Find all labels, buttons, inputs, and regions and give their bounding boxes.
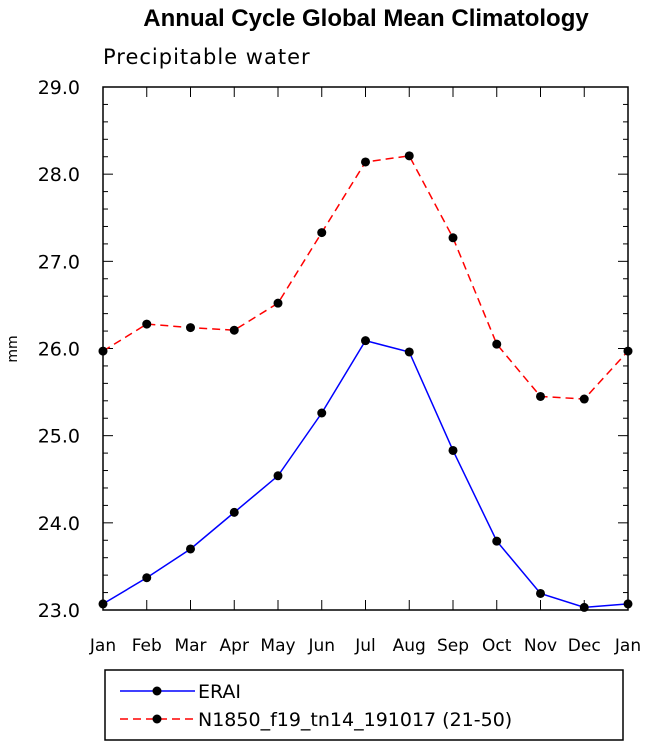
data-point-series-0 bbox=[448, 445, 458, 455]
chart-title: Annual Cycle Global Mean Climatology bbox=[143, 5, 589, 32]
series-line-0 bbox=[102, 339, 629, 609]
data-point-series-1 bbox=[536, 391, 545, 401]
data-point-series-1 bbox=[142, 319, 152, 329]
y-axis-label: mm bbox=[5, 335, 21, 362]
x-tick-label: Aug bbox=[393, 636, 426, 656]
data-point-series-0 bbox=[536, 588, 545, 598]
legend-label-erai: ERAI bbox=[198, 681, 241, 703]
legend-marker-erai bbox=[152, 686, 162, 696]
x-tick-label: Nov bbox=[524, 636, 557, 656]
x-tick-label: Jul bbox=[354, 636, 376, 656]
data-point-series-1 bbox=[492, 339, 502, 349]
y-tick-label: 24.0 bbox=[38, 513, 80, 535]
series-layer bbox=[98, 151, 633, 612]
y-tick-label: 26.0 bbox=[38, 339, 80, 361]
x-tick-labels: Jan Feb Mar Apr May Jun Jul Aug Sep Oct Nov Dec Jan bbox=[89, 636, 641, 656]
data-point-series-0 bbox=[186, 544, 195, 554]
y-tick-labels: 23.0 24.0 25.0 26.0 27.0 28.0 29.0 bbox=[38, 77, 80, 622]
plot-frame bbox=[102, 86, 629, 611]
data-point-series-0 bbox=[404, 347, 414, 357]
data-point-series-1 bbox=[229, 325, 239, 335]
data-point-series-1 bbox=[273, 298, 283, 308]
minor-ticks bbox=[103, 103, 628, 594]
data-point-series-1 bbox=[579, 394, 589, 404]
legend: ERAI N1850_f19_tn14_191017 (21-50) bbox=[104, 669, 624, 741]
legend-box bbox=[104, 669, 624, 741]
x-tick-label: Oct bbox=[482, 636, 512, 656]
chart-subtitle: Precipitable water bbox=[103, 45, 311, 69]
legend-label-n1850: N1850_f19_tn14_191017 (21-50) bbox=[198, 709, 512, 731]
y-tick-label: 28.0 bbox=[38, 164, 80, 186]
data-point-series-0 bbox=[317, 408, 327, 418]
x-tick-label: Apr bbox=[220, 636, 249, 656]
y-tick-label: 27.0 bbox=[38, 251, 80, 273]
series-line-1 bbox=[102, 155, 629, 400]
data-point-series-1 bbox=[317, 228, 327, 238]
data-point-series-1 bbox=[448, 233, 458, 243]
legend-marker-n1850 bbox=[152, 714, 162, 724]
x-tick-label: Feb bbox=[132, 636, 162, 656]
y-tick-label: 25.0 bbox=[38, 426, 80, 448]
x-tick-label: Mar bbox=[174, 636, 206, 656]
x-tick-label: Jan bbox=[89, 636, 116, 656]
x-tick-label: Dec bbox=[568, 636, 601, 656]
data-point-series-0 bbox=[142, 573, 152, 583]
y-tick-label: 23.0 bbox=[38, 600, 80, 622]
data-point-series-1 bbox=[404, 151, 414, 161]
data-point-series-0 bbox=[492, 536, 502, 546]
x-tick-label: Sep bbox=[437, 636, 469, 656]
data-point-series-1 bbox=[186, 323, 195, 333]
data-point-series-0 bbox=[229, 507, 239, 517]
y-tick-label: 29.0 bbox=[38, 77, 80, 99]
data-point-series-0 bbox=[361, 336, 370, 346]
x-tick-label: May bbox=[260, 636, 295, 656]
data-point-series-0 bbox=[273, 471, 283, 481]
data-point-series-1 bbox=[361, 157, 370, 167]
x-tick-label: Jan bbox=[614, 636, 641, 656]
x-tick-label: Jun bbox=[307, 636, 335, 656]
